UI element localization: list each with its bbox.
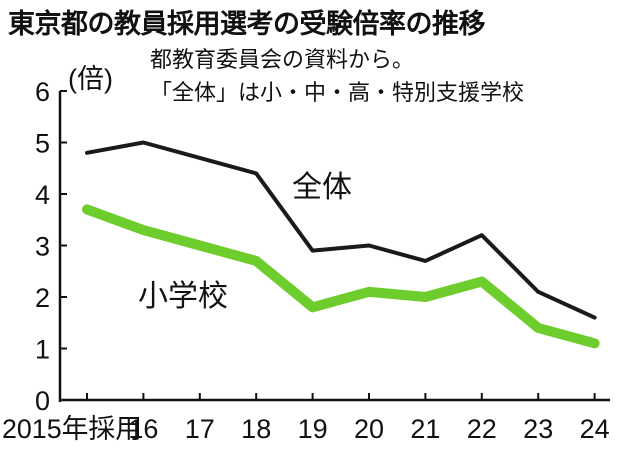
axes <box>58 91 610 402</box>
y-tick-label: 4 <box>35 180 50 210</box>
x-tick-label: 21 <box>410 414 440 444</box>
y-axis-unit-label: (倍) <box>68 64 113 94</box>
x-tick-label: 17 <box>185 414 215 444</box>
y-tick-label: 6 <box>35 77 50 107</box>
y-tick-labels: 0 1 2 3 4 5 6 <box>35 77 67 416</box>
chart-title: 東京都の教員採用選考の受験倍率の推移 <box>8 9 486 40</box>
y-tick-label: 5 <box>35 129 50 159</box>
series-label-elementary: 小学校 <box>138 279 228 314</box>
x-tick-label: 19 <box>298 414 328 444</box>
scope-note: 「全体」は小・中・高・特別支援学校 <box>150 81 524 106</box>
source-note: 都教育委員会の資料から。 <box>150 48 414 73</box>
x-tick-label: 16 <box>128 414 158 444</box>
x-tick-label: 18 <box>241 414 271 444</box>
x-tick-label: 20 <box>354 414 384 444</box>
y-tick-label: 1 <box>35 335 50 365</box>
series-label-overall: 全体 <box>292 170 352 205</box>
y-tick-label: 3 <box>35 232 50 262</box>
y-tick-label: 0 <box>35 386 50 416</box>
x-tick-label: 22 <box>467 414 497 444</box>
y-tick-label: 2 <box>35 283 50 313</box>
series-line-1 <box>82 204 600 349</box>
x-tick-label: 24 <box>580 414 610 444</box>
x-tick-label: 2015年採用 <box>2 414 142 444</box>
series-line-0 <box>85 140 597 320</box>
series-lines <box>82 140 600 349</box>
x-tick-label: 23 <box>523 414 553 444</box>
